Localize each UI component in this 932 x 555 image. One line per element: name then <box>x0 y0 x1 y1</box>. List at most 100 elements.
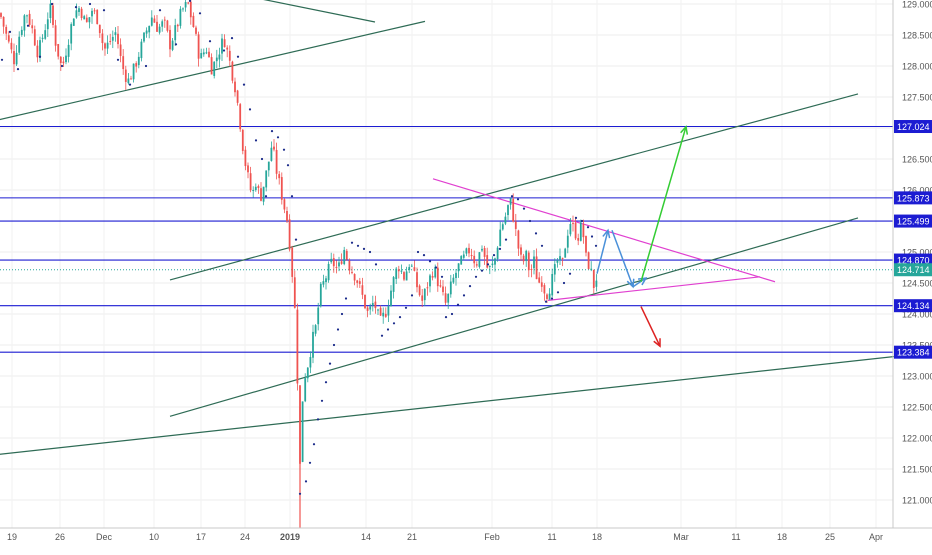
candle-body <box>585 236 587 253</box>
projection-up-1-head <box>602 228 611 239</box>
sar-dot <box>16 68 20 71</box>
candle-body <box>247 165 249 173</box>
time-tick-label: 18 <box>592 532 602 542</box>
candle-body <box>36 45 39 58</box>
candle-body <box>509 198 512 205</box>
time-tick-label: 2019 <box>280 532 300 542</box>
candle-body <box>234 81 236 93</box>
candle-body <box>280 177 283 200</box>
candle-body <box>561 257 564 259</box>
candle-body <box>67 44 70 57</box>
candle-body <box>10 42 13 50</box>
candle-body <box>293 277 296 308</box>
price-tick-label: 125.000 <box>902 248 932 258</box>
candle-body <box>169 29 171 50</box>
candle-body <box>335 266 338 268</box>
sar-dot <box>480 269 484 272</box>
projection-up-1-shaft <box>596 230 609 274</box>
candle-body <box>488 265 491 267</box>
price-tick-label: 126.000 <box>902 186 932 196</box>
price-tick-label: 124.500 <box>902 279 932 289</box>
candle-body <box>49 3 52 18</box>
long-support <box>0 351 932 455</box>
candle-body <box>449 281 452 295</box>
candle-body <box>249 173 252 191</box>
candle-body <box>481 248 483 251</box>
candle-body <box>270 147 273 161</box>
top-trend <box>0 20 426 121</box>
candle-body <box>442 286 444 293</box>
sar-dot <box>290 195 294 198</box>
sar-dot <box>410 294 414 297</box>
candle-body <box>483 248 486 257</box>
sar-dot <box>270 130 274 133</box>
candle-body <box>530 269 533 271</box>
candle-body <box>457 263 460 272</box>
candle-body <box>431 276 434 278</box>
candle-body <box>195 27 197 34</box>
candle-body <box>470 255 473 257</box>
candle-body <box>434 266 437 278</box>
sar-dot <box>356 244 360 247</box>
candle-body <box>309 356 312 368</box>
candle-body <box>304 378 307 402</box>
price-tick-label: 128.500 <box>902 31 932 41</box>
sar-dot <box>510 195 514 198</box>
time-tick-label: Feb <box>484 532 500 542</box>
candle-body <box>265 170 268 188</box>
candle-body <box>579 222 582 241</box>
sar-dot <box>444 316 448 319</box>
candle-body <box>356 280 359 283</box>
candle-body <box>197 34 200 59</box>
candle-body <box>496 247 499 259</box>
price-tick-label: 127.500 <box>902 93 932 103</box>
sar-dot <box>344 297 348 300</box>
candle-body <box>283 199 286 210</box>
candle-body <box>319 283 322 307</box>
sar-dot <box>340 312 344 316</box>
candle-body <box>156 21 158 32</box>
price-tick-label: 128.000 <box>902 62 932 72</box>
sar-dot <box>544 300 548 303</box>
candle-body <box>20 29 23 35</box>
sar-dot <box>116 58 120 61</box>
candle-body <box>400 270 403 272</box>
candle-body <box>340 261 343 264</box>
level-badge-text: 125.873 <box>897 193 930 203</box>
candle-body <box>205 52 208 54</box>
candle-body <box>98 24 101 34</box>
sar-dot <box>336 328 340 331</box>
time-axis[interactable]: 19 26 Dec 10 17 24 2019 14 21 Feb 11 18 Mar 11 18 25 Apr <box>7 532 883 542</box>
level-badge-127.024 <box>894 120 932 134</box>
candle-body <box>223 39 226 48</box>
sar-dot <box>230 37 234 40</box>
sar-dot <box>392 322 396 325</box>
candle-body <box>465 248 468 254</box>
candle-body <box>106 42 109 49</box>
candle-body <box>174 25 177 41</box>
candle-body <box>577 238 580 241</box>
candle-body <box>200 53 203 59</box>
candle-body <box>213 61 216 76</box>
price-tick-label: 122.500 <box>902 403 932 413</box>
level-badge-123.384 <box>894 345 932 359</box>
candle-body <box>18 36 21 53</box>
candle-body <box>572 223 574 225</box>
candle-body <box>54 25 57 46</box>
candle-body <box>122 56 125 70</box>
candle-body <box>39 40 41 58</box>
candle-body <box>65 55 67 63</box>
candle-body <box>512 198 515 222</box>
sar-dot <box>368 250 372 254</box>
candle-body <box>348 260 351 271</box>
candle-body <box>148 25 151 33</box>
sar-dot <box>26 24 30 27</box>
breakdown-target-shaft <box>640 306 661 347</box>
candle-body <box>44 30 47 39</box>
sar-dot <box>350 241 354 244</box>
top-short-line <box>263 0 376 23</box>
sar-dot <box>374 263 378 266</box>
time-tick-label: Dec <box>96 532 113 542</box>
